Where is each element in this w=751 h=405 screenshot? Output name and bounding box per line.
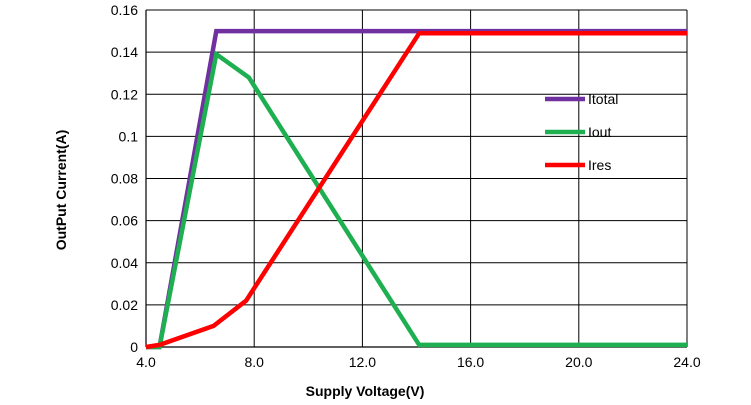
- x-tick-label: 4.0: [136, 354, 156, 370]
- x-tick-label: 24.0: [673, 354, 700, 370]
- x-tick-label: 12.0: [349, 354, 376, 370]
- y-tick-label: 0: [130, 339, 138, 355]
- x-tick-label: 20.0: [565, 354, 592, 370]
- legend-label-iout: Iout: [588, 124, 611, 140]
- y-tick-label: 0.14: [111, 44, 138, 60]
- legend-label-ires: Ires: [588, 157, 611, 173]
- series-line-itotal: [146, 28, 687, 350]
- y-axis-title: OutPut Current(A): [53, 130, 69, 251]
- y-tick-label: 0.06: [111, 213, 138, 229]
- x-tick-label: 16.0: [457, 354, 484, 370]
- x-tick-label: 8.0: [244, 354, 264, 370]
- y-tick-label: 0.16: [111, 2, 138, 18]
- legend: Itotal Iout Ires: [545, 91, 618, 173]
- y-tick-label: 0.08: [111, 171, 138, 187]
- y-tick-label: 0.02: [111, 297, 138, 313]
- y-tick-label: 0.12: [111, 86, 138, 102]
- grid-lines: [145, 9, 688, 348]
- legend-label-itotal: Itotal: [588, 91, 618, 107]
- tick-labels: 0 0.02 0.04 0.06 0.08 0.1 0.12 0.14 0.16 4.0 8.0 12…: [111, 2, 701, 370]
- series-line-ires: [145, 30, 687, 350]
- y-tick-label: 0.1: [119, 128, 139, 144]
- x-axis-title: Supply Voltage(V): [306, 383, 425, 399]
- y-tick-label: 0.04: [111, 255, 138, 271]
- series-lines: [145, 28, 687, 350]
